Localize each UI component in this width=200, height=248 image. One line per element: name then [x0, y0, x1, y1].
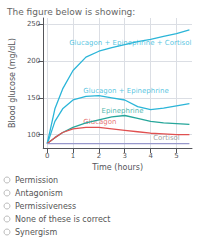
svg-text:3: 3 — [123, 152, 127, 160]
svg-text:Glucagon + Epinephrine + Corti: Glucagon + Epinephrine + Cortisol — [69, 39, 192, 48]
svg-text:Epinephrine: Epinephrine — [101, 107, 143, 115]
svg-text:Cortisol: Cortisol — [153, 133, 180, 142]
svg-text:150: 150 — [27, 94, 40, 102]
svg-text:5: 5 — [174, 152, 178, 160]
svg-text:0: 0 — [45, 152, 49, 160]
svg-text:4: 4 — [148, 152, 153, 160]
svg-text:None of these is correct: None of these is correct — [15, 215, 110, 224]
svg-text:250: 250 — [27, 20, 40, 28]
svg-text:Time (hours): Time (hours) — [91, 163, 143, 172]
svg-text:Glucagon: Glucagon — [83, 118, 117, 127]
svg-text:Blood glucose (mg/dL): Blood glucose (mg/dL) — [8, 38, 17, 128]
svg-text:100: 100 — [27, 131, 40, 139]
svg-text:Synergism: Synergism — [15, 228, 57, 237]
svg-text:The figure below is showing:: The figure below is showing: — [6, 7, 135, 17]
svg-text:Permissiveness: Permissiveness — [15, 202, 76, 211]
svg-text:Permission: Permission — [15, 176, 58, 185]
svg-text:200: 200 — [27, 57, 40, 65]
svg-text:2: 2 — [97, 152, 101, 160]
svg-text:Glucagon + Epinephrine: Glucagon + Epinephrine — [83, 87, 168, 95]
svg-text:Antagonism: Antagonism — [15, 189, 63, 198]
svg-text:1: 1 — [71, 152, 75, 160]
